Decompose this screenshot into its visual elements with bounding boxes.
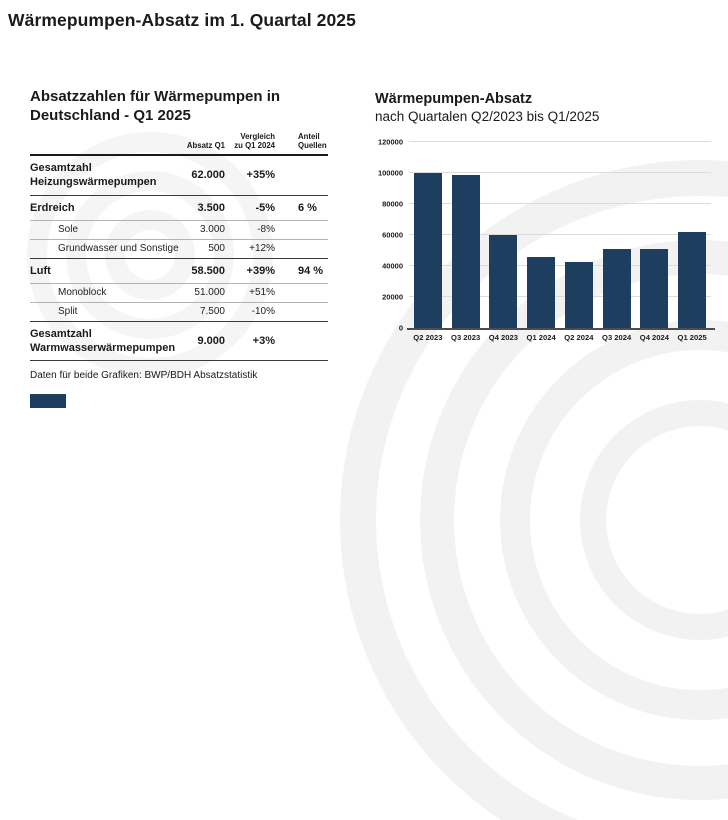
row-vergleich: -5% bbox=[255, 201, 275, 214]
bar-q1-2025 bbox=[678, 232, 707, 329]
y-axis-tick-label: 20000 bbox=[382, 292, 403, 302]
plot-wrapper: 0 20000 40000 60000 80000 100000 120000 bbox=[375, 138, 715, 333]
plot-area bbox=[407, 141, 715, 331]
row-label: Gesamtzahl Warmwasserwärmepumpen bbox=[30, 327, 176, 354]
row-absatz: 7.500 bbox=[199, 306, 225, 318]
table-row: Grundwasser und Sonstige 500 +12% bbox=[30, 240, 328, 259]
row-vergleich: -10% bbox=[251, 306, 275, 318]
y-axis-tick-label: 60000 bbox=[382, 230, 403, 240]
watermark-ring bbox=[500, 320, 728, 720]
row-label: Luft bbox=[30, 264, 51, 277]
x-axis-labels: Q2 2023 Q3 2023 Q4 2023 Q1 2024 Q2 2024 Q3 20… bbox=[409, 333, 711, 342]
x-axis: Q2 2023 Q3 2023 Q4 2023 Q1 2024 Q2 2024 Q3 20… bbox=[375, 328, 715, 342]
x-axis-tick-label: Q4 2023 bbox=[488, 333, 518, 343]
row-vergleich: +12% bbox=[249, 243, 275, 255]
watermark-ring bbox=[580, 400, 728, 640]
col-header-vergleich: Vergleich zu Q1 2024 bbox=[234, 131, 275, 151]
row-label: Sole bbox=[58, 224, 79, 236]
x-axis-tick-label: Q1 2025 bbox=[677, 333, 707, 343]
row-label: Gesamtzahl Heizungswärmepumpen bbox=[30, 161, 157, 189]
y-axis-tick-label: 80000 bbox=[382, 199, 403, 209]
bar-slot bbox=[409, 142, 447, 329]
table-row: Split 7.500 -10% bbox=[30, 303, 328, 322]
bar-slot bbox=[522, 142, 560, 329]
x-axis-tick-label: Q2 2023 bbox=[413, 333, 443, 343]
x-axis-line bbox=[407, 328, 715, 331]
y-axis-tick-label: 40000 bbox=[382, 261, 403, 271]
bar-q4-2024 bbox=[640, 249, 669, 329]
row-vergleich: +39% bbox=[246, 264, 275, 277]
y-axis-tick-label: 100000 bbox=[377, 168, 403, 178]
row-anteil: 94 % bbox=[298, 264, 324, 277]
bar-q2-2023 bbox=[413, 173, 442, 329]
bar-q3-2023 bbox=[451, 174, 480, 329]
row-label: Split bbox=[58, 306, 78, 318]
row-absatz: 58.500 bbox=[191, 264, 225, 277]
y-axis-tick-label: 120000 bbox=[377, 137, 403, 147]
bar-q1-2024 bbox=[527, 257, 556, 329]
row-absatz: 62.000 bbox=[191, 169, 225, 182]
bar-slot bbox=[447, 142, 485, 329]
table-row: Gesamtzahl Heizungswärmepumpen 62.000 +35% bbox=[30, 156, 328, 196]
x-axis-tick-label: Q1 2024 bbox=[526, 333, 556, 343]
bar-q4-2023 bbox=[489, 235, 518, 329]
y-axis-tick-label: 0 bbox=[398, 323, 403, 333]
col-header-anteil: Anteil Quellen bbox=[298, 131, 327, 151]
row-absatz: 9.000 bbox=[197, 334, 225, 347]
chart-title: Wärmepumpen-Absatz bbox=[375, 91, 533, 107]
row-label: Erdreich bbox=[30, 201, 75, 214]
row-vergleich: +51% bbox=[249, 287, 275, 299]
sales-table: Absatzzahlen für Wärmepumpen in Deutschl… bbox=[30, 88, 328, 362]
gridline bbox=[409, 234, 711, 236]
row-anteil: 6 % bbox=[298, 201, 317, 214]
row-absatz: 3.500 bbox=[197, 201, 225, 214]
row-label: Monoblock bbox=[58, 287, 107, 299]
page-title: Wärmepumpen-Absatz im 1. Quartal 2025 bbox=[8, 10, 356, 30]
bar-slot bbox=[636, 142, 674, 329]
gridline bbox=[409, 141, 711, 143]
row-vergleich: +35% bbox=[246, 169, 275, 182]
gridline bbox=[409, 203, 711, 205]
bar-q2-2024 bbox=[564, 261, 593, 329]
bar-slot bbox=[560, 142, 598, 329]
chart-subtitle: nach Quartalen Q2/2023 bis Q1/2025 bbox=[375, 109, 600, 125]
bar-slot bbox=[485, 142, 523, 329]
table-row: Luft 58.500 +39% 94 % bbox=[30, 259, 328, 284]
logo-block bbox=[30, 394, 66, 408]
row-absatz: 500 bbox=[208, 243, 225, 255]
sales-table-body: Gesamtzahl Heizungswärmepumpen 62.000 +35%… bbox=[30, 156, 328, 362]
bar-q3-2024 bbox=[602, 249, 631, 329]
x-axis-tick-label: Q3 2023 bbox=[451, 333, 481, 343]
table-header-row: Absatz Q1 Vergleich zu Q1 2024 Anteil Qu… bbox=[30, 132, 328, 156]
table-title: Absatzzahlen für Wärmepumpen in Deutschl… bbox=[30, 88, 281, 124]
x-axis-tick-label: Q2 2024 bbox=[564, 333, 594, 343]
x-axis-tick-label: Q4 2024 bbox=[639, 333, 669, 343]
row-absatz: 3.000 bbox=[199, 224, 225, 236]
table-row: Erdreich 3.500 -5% 6 % bbox=[30, 196, 328, 221]
row-vergleich: +3% bbox=[252, 334, 275, 347]
bar-slot bbox=[598, 142, 636, 329]
row-label: Grundwasser und Sonstige bbox=[58, 243, 179, 255]
row-vergleich: -8% bbox=[257, 224, 275, 236]
y-axis: 0 20000 40000 60000 80000 100000 120000 bbox=[375, 138, 409, 333]
gridline bbox=[409, 296, 711, 298]
bar-slot bbox=[673, 142, 711, 329]
x-axis-tick-label: Q3 2024 bbox=[602, 333, 632, 343]
bars bbox=[409, 142, 711, 329]
table-row: Gesamtzahl Warmwasserwärmepumpen 9.000 +3% bbox=[30, 322, 328, 362]
table-row: Sole 3.000 -8% bbox=[30, 221, 328, 240]
source-note: Daten für beide Grafiken: BWP/BDH Absatz… bbox=[30, 370, 258, 381]
bar-chart: Wärmepumpen-Absatz nach Quartalen Q2/202… bbox=[375, 90, 715, 342]
row-absatz: 51.000 bbox=[194, 287, 225, 299]
table-row: Monoblock 51.000 +51% bbox=[30, 284, 328, 303]
col-header-absatz: Absatz Q1 bbox=[186, 141, 225, 151]
